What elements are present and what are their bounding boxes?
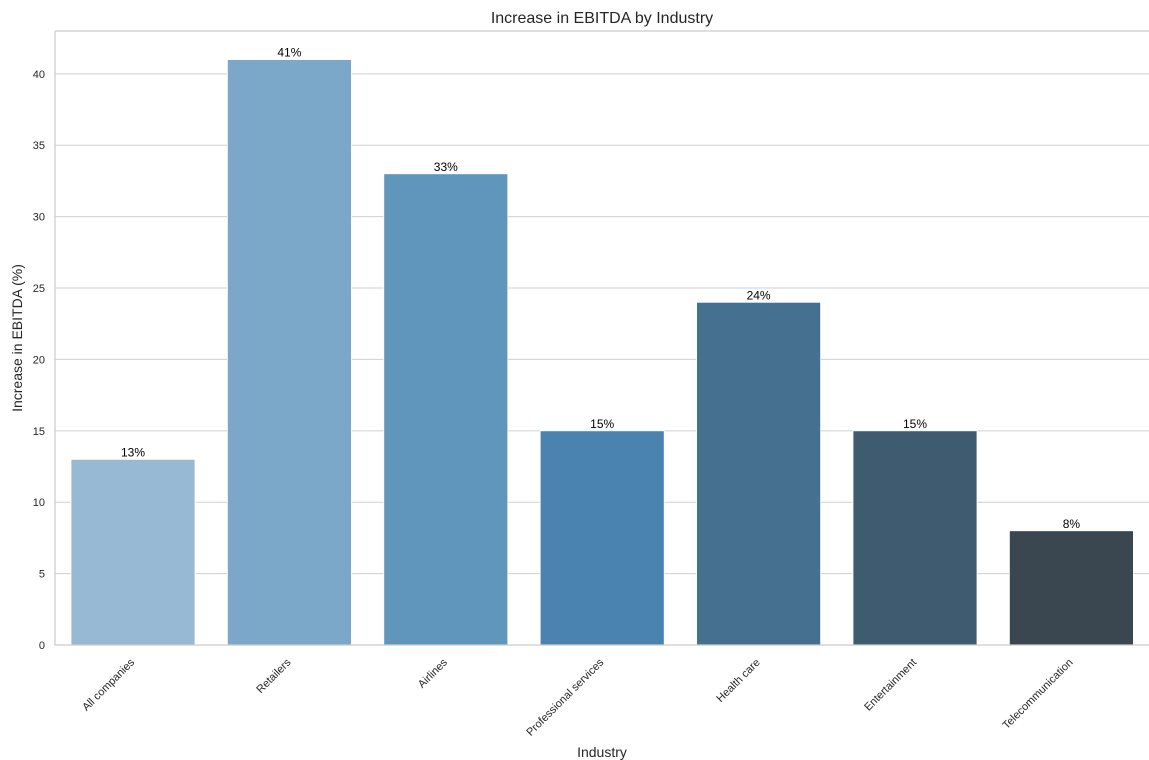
- chart-title: Increase in EBITDA by Industry: [491, 10, 713, 27]
- bars-layer: [70, 59, 1134, 646]
- bar: [852, 430, 978, 646]
- x-tick-label: All companies: [80, 656, 137, 713]
- y-tick-label: 30: [33, 212, 45, 224]
- y-tick-label: 35: [33, 140, 45, 152]
- data-labels-layer: 13% 41% 33% 15% 24% 15% 8%: [121, 46, 1080, 531]
- data-label: 15%: [903, 417, 927, 431]
- bar: [70, 458, 196, 646]
- bar: [696, 301, 821, 646]
- y-tick-label: 0: [39, 640, 45, 652]
- data-label: 24%: [747, 288, 771, 302]
- bar: [383, 173, 509, 646]
- data-label: 15%: [590, 417, 614, 431]
- data-label: 13%: [121, 445, 145, 459]
- x-tick-label: Airlines: [416, 656, 450, 690]
- x-tick-label: Health care: [714, 657, 762, 705]
- x-axis-label: Industry: [577, 744, 627, 760]
- x-tick-label: Retailers: [254, 656, 294, 696]
- y-axis-label: Increase in EBITDA (%): [9, 264, 25, 412]
- y-axis-ticks: 0 5 10 15 20 25 30 35 40: [33, 69, 45, 652]
- bar: [1009, 530, 1134, 646]
- axes-frame: [54, 30, 1149, 646]
- x-tick-label: Telecommunication: [1000, 657, 1075, 732]
- y-tick-label: 5: [39, 569, 45, 581]
- y-tick-label: 15: [33, 426, 45, 438]
- data-label: 41%: [277, 46, 301, 60]
- y-tick-label: 10: [33, 497, 45, 509]
- x-axis-ticks: All companies Retailers Airlines Profession…: [80, 656, 1075, 738]
- y-tick-label: 40: [33, 69, 45, 81]
- data-label: 8%: [1063, 517, 1081, 531]
- data-label: 33%: [434, 160, 458, 174]
- y-tick-label: 20: [33, 354, 45, 366]
- bar: [226, 59, 352, 646]
- bar: [539, 430, 665, 646]
- x-tick-label: Entertainment: [862, 657, 919, 714]
- y-tick-label: 25: [33, 283, 45, 295]
- x-tick-label: Professional services: [524, 656, 606, 738]
